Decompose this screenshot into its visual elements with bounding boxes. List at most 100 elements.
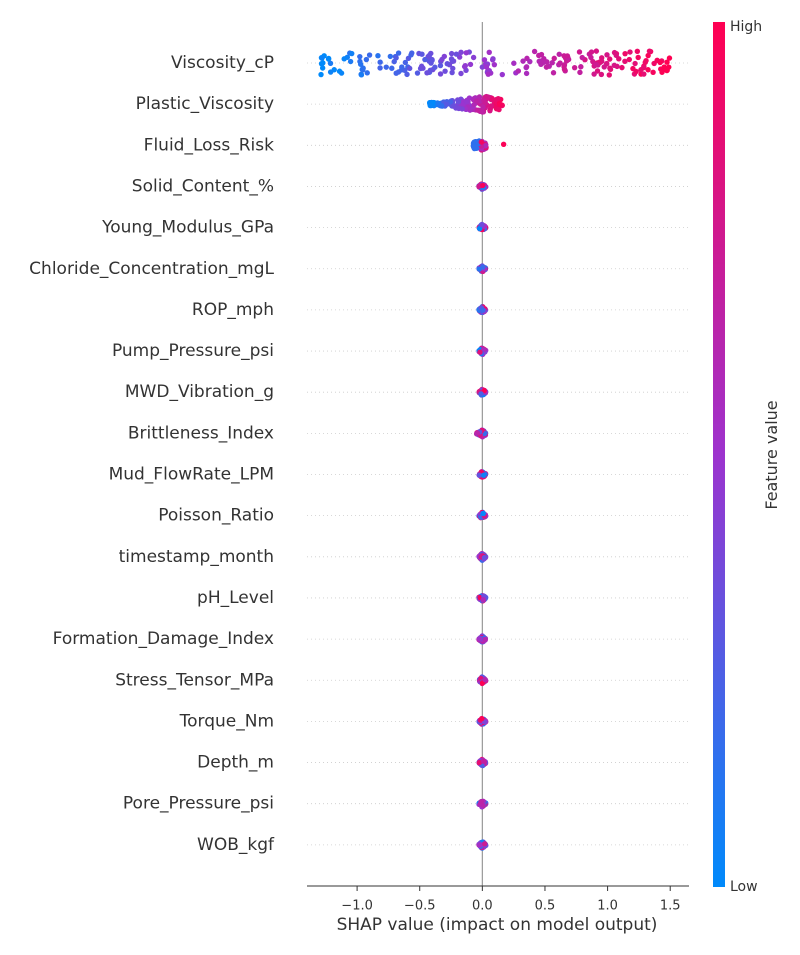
shap-point: [607, 56, 613, 62]
shap-point: [482, 636, 488, 643]
shap-point: [404, 71, 410, 78]
shap-point: [377, 65, 383, 71]
shap-point: [579, 54, 585, 61]
shap-point: [414, 70, 421, 76]
colorbar-title: Feature value: [762, 400, 781, 509]
shap-point: [632, 60, 638, 67]
shap-point: [593, 61, 600, 68]
feature-label: WOB_kgf: [197, 835, 275, 855]
shap-point: [366, 52, 373, 58]
shap-point: [325, 55, 332, 62]
x-tick-label: −1.0: [341, 899, 373, 914]
shap-point: [483, 64, 490, 70]
shap-point: [327, 69, 334, 75]
shap-point: [444, 61, 450, 67]
shap-point: [424, 70, 430, 76]
points-layer: [318, 48, 673, 851]
feature-label: Poisson_Ratio: [158, 506, 274, 526]
shap-point: [500, 141, 507, 148]
shap-point: [606, 72, 612, 78]
shap-point: [427, 102, 433, 109]
shap-point: [614, 63, 620, 70]
shap-point: [422, 56, 428, 63]
shap-point: [556, 51, 562, 57]
shap-point: [429, 57, 435, 64]
shap-point: [476, 636, 483, 642]
x-axis-label: SHAP value (impact on model output): [337, 915, 658, 935]
feature-points: [476, 221, 489, 233]
shap-point: [319, 65, 326, 71]
shap-point: [523, 64, 530, 70]
shap-point: [478, 391, 484, 397]
shap-point: [550, 70, 557, 76]
shap-point: [641, 71, 647, 77]
shap-point: [497, 101, 503, 108]
shap-point: [571, 64, 578, 71]
shap-point: [383, 64, 389, 70]
shap-point: [486, 49, 492, 55]
feature-points: [476, 303, 489, 316]
feature-points: [476, 509, 489, 521]
x-tick-label: 1.5: [660, 899, 681, 914]
shap-point: [459, 106, 465, 112]
feature-points: [476, 674, 489, 687]
shap-point: [593, 48, 600, 54]
shap-point: [472, 143, 478, 150]
colorbar-high-label: High: [730, 19, 762, 35]
shap-point: [601, 64, 607, 70]
shap-point: [377, 59, 383, 65]
colorbar-gradient: [713, 22, 725, 887]
x-axis: −1.0 −0.5 0.0 0.5 1.0 1.5: [307, 885, 689, 914]
shap-point: [474, 430, 481, 436]
shap-point: [442, 68, 448, 74]
shap-point: [490, 56, 496, 62]
shap-point: [393, 70, 399, 76]
colorbar: High Low Feature value: [713, 19, 781, 895]
shap-point: [622, 50, 628, 57]
shap-point: [480, 182, 486, 189]
feature-label: Chloride_Concentration_mgL: [29, 259, 274, 279]
feature-label: Viscosity_cP: [171, 53, 274, 73]
shap-point: [641, 64, 647, 71]
shap-point: [453, 51, 460, 57]
shap-point: [358, 72, 365, 78]
shap-point: [551, 55, 557, 62]
x-tick-label: 1.0: [597, 899, 618, 914]
shap-point: [515, 68, 522, 74]
shap-point: [458, 70, 464, 77]
x-tick-label: 0.0: [472, 899, 493, 914]
colorbar-low-label: Low: [730, 879, 758, 895]
shap-point: [402, 59, 409, 66]
feature-label: timestamp_month: [119, 547, 274, 567]
shap-point: [426, 52, 433, 59]
feature-points: [476, 263, 489, 275]
feature-points: [476, 756, 489, 769]
shap-point: [476, 472, 483, 478]
feature-points: [476, 469, 489, 480]
shap-point: [557, 60, 563, 66]
shap-point: [463, 99, 470, 105]
shap-point: [481, 387, 487, 394]
shap-point: [320, 60, 326, 66]
shap-point: [598, 71, 605, 78]
shap-point: [450, 65, 456, 72]
shap-point: [627, 49, 633, 55]
shap-point: [360, 67, 366, 73]
shap-point: [478, 139, 485, 145]
feature-label: Young_Modulus_GPa: [101, 218, 274, 238]
shap-point: [393, 55, 399, 61]
shap-point: [349, 50, 355, 57]
feature-points: [473, 427, 489, 440]
shap-point: [318, 71, 324, 78]
shap-point: [395, 50, 402, 56]
shap-point: [646, 48, 653, 54]
shap-point: [477, 349, 483, 355]
shap-point: [590, 58, 596, 65]
shap-point: [540, 60, 546, 66]
shap-point: [387, 53, 394, 60]
shap-point: [447, 99, 454, 105]
shap-point: [470, 54, 477, 61]
shap-point: [375, 53, 381, 59]
shap-point: [511, 60, 517, 66]
